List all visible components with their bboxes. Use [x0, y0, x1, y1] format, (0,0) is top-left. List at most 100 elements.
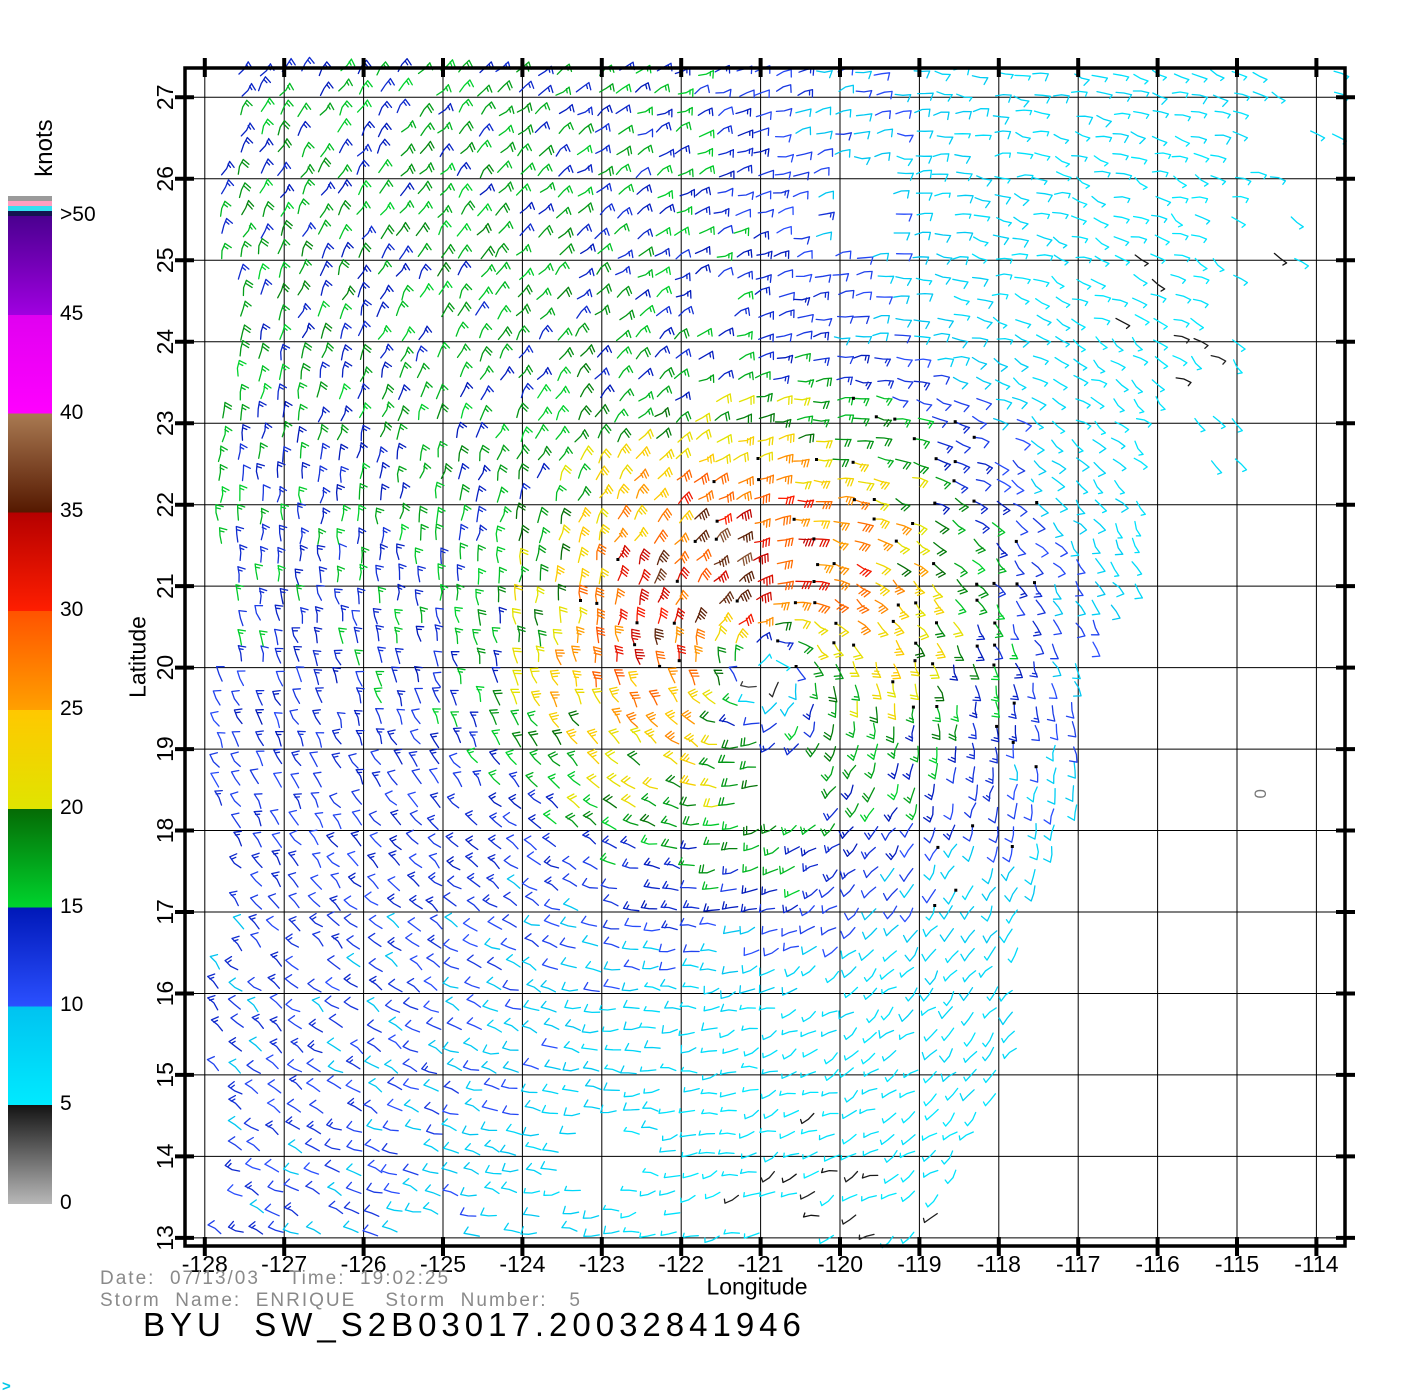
wind-barb [703, 836, 721, 845]
rain-flag-dot [914, 601, 918, 605]
wind-barb [1190, 110, 1208, 119]
wind-barb [368, 958, 383, 973]
rain-flag-dot [953, 460, 957, 464]
wind-barb [796, 330, 813, 340]
wind-barb [995, 93, 1012, 103]
wind-barb [274, 604, 284, 621]
wind-barb [877, 379, 895, 389]
wind-barb [793, 171, 810, 181]
wind-barb [1031, 724, 1040, 742]
wind-barb [736, 249, 753, 258]
wind-barb [699, 226, 715, 235]
wind-barb [418, 505, 428, 523]
wind-barb [379, 421, 393, 438]
wind-barb [718, 714, 735, 727]
wind-barb [436, 84, 452, 96]
wind-barb [364, 891, 379, 906]
wind-barb [476, 222, 492, 236]
wind-barb [951, 337, 969, 349]
wind-barb [437, 341, 451, 358]
wind-barb [1010, 624, 1020, 640]
wind-barb [1235, 176, 1252, 186]
wind-barb [414, 665, 423, 683]
wind-barb [994, 194, 1012, 205]
wind-barb [639, 1022, 656, 1029]
wind-barb [313, 626, 323, 644]
wind-barb [855, 113, 873, 122]
wind-barb [563, 1107, 581, 1117]
y-tick-label: 24 [152, 329, 178, 355]
wind-barb [698, 490, 714, 503]
wind-barb [299, 527, 309, 545]
wind-barb [341, 241, 354, 258]
wind-barb [438, 102, 454, 115]
wind-barb [934, 233, 952, 243]
wind-barb [462, 917, 478, 932]
wind-barb [1093, 317, 1111, 326]
wind-barb [860, 1052, 876, 1065]
wind-barb [294, 568, 304, 585]
wind-barb [795, 273, 813, 283]
wind-barb [637, 269, 654, 278]
wind-barb [782, 942, 800, 952]
wind-barb [658, 943, 676, 953]
wind-barb [861, 787, 876, 803]
wind-barb [596, 261, 612, 275]
wind-barb [444, 912, 458, 928]
wind-barb [635, 82, 651, 93]
wind-barb [1192, 298, 1209, 309]
wind-barb [815, 231, 833, 241]
wind-barb [795, 108, 812, 118]
wind-barb [306, 1058, 321, 1073]
wind-barb [255, 750, 265, 767]
wind-barb [1210, 354, 1227, 365]
wind-barb [1043, 824, 1055, 841]
wind-barb [909, 683, 920, 701]
wind-barb [700, 1089, 718, 1095]
wind-barb [642, 1101, 659, 1112]
wind-barb [921, 889, 936, 904]
wind-barb [498, 124, 515, 136]
wind-barb [802, 1048, 818, 1058]
wind-barb [628, 670, 639, 687]
wind-barb [1052, 397, 1067, 411]
wind-barb [552, 628, 563, 646]
wind-barb [551, 729, 563, 745]
wind-barb [1051, 275, 1065, 290]
wind-barb [740, 1152, 757, 1159]
wind-barb [317, 219, 332, 235]
wind-barb [813, 166, 830, 176]
wind-barb [380, 343, 394, 359]
rain-flag-dot [852, 643, 856, 647]
wind-barb [856, 563, 872, 578]
wind-barb [366, 1037, 381, 1052]
wind-barb [1009, 643, 1019, 660]
wind-barb [737, 290, 754, 300]
wind-barb [956, 194, 974, 204]
wind-barb [864, 826, 879, 841]
wind-barb [555, 484, 567, 502]
wind-barb [371, 771, 381, 787]
wind-barb [777, 580, 795, 591]
wind-barb [977, 298, 994, 309]
wind-barb [594, 587, 605, 605]
wind-barb [740, 903, 758, 913]
wind-barb [318, 566, 328, 583]
wind-barb [763, 947, 779, 957]
wind-barb [407, 917, 422, 932]
wind-barb [582, 794, 598, 808]
wind-barb [517, 284, 533, 298]
wind-barb [675, 348, 692, 359]
wind-barb [896, 523, 912, 536]
wind-barb [699, 710, 716, 723]
wind-barb [682, 982, 699, 989]
wind-barb [495, 525, 506, 543]
wind-barb [351, 609, 361, 626]
wind-barb [1052, 584, 1062, 600]
wind-barb [271, 832, 283, 848]
wind-barb [614, 645, 624, 662]
wind-barb [634, 504, 648, 520]
wind-barb [395, 300, 409, 317]
wind-barb [1073, 520, 1088, 535]
wind-barb [703, 985, 720, 995]
